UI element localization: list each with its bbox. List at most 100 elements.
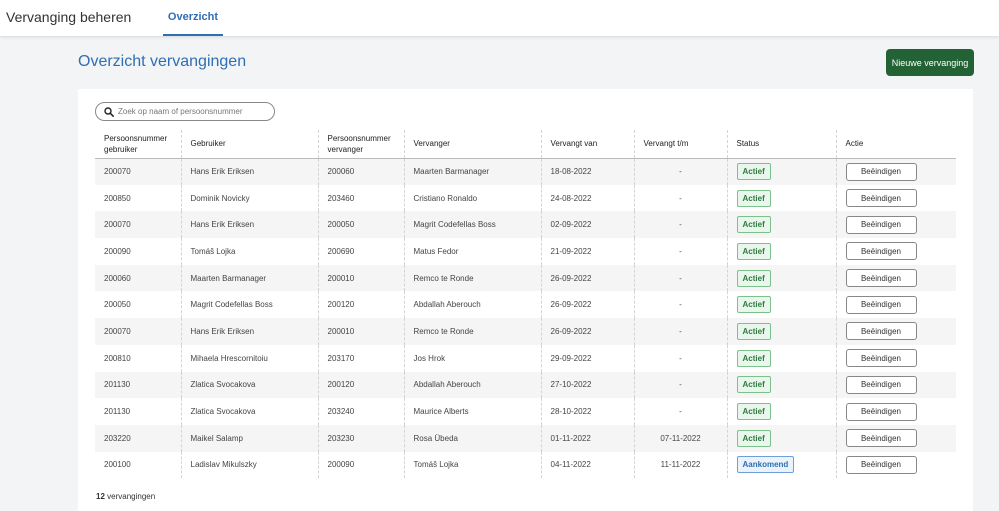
cell-status: Actief xyxy=(726,264,836,292)
cell-from: 26-09-2022 xyxy=(540,318,634,345)
cell-from: 21-09-2022 xyxy=(540,238,634,265)
column-header-user-number[interactable]: Persoonsnummer gebruiker xyxy=(95,130,181,159)
end-replacement-button[interactable]: Beëindigen xyxy=(845,375,917,394)
status-badge: Actief xyxy=(736,429,771,447)
end-replacement-button[interactable]: Beëindigen xyxy=(845,429,917,448)
end-replacement-button[interactable]: Beëindigen xyxy=(845,455,917,474)
table-row: 200100 Ladislav Mikulszky 200090 Tomáš Lojk… xyxy=(95,451,956,479)
cell-from: 02-09-2022 xyxy=(540,211,634,239)
cell-action: Beëindigen xyxy=(835,238,956,265)
cell-replacement: Maurice Alberts xyxy=(403,398,541,425)
result-count: 12 vervangingen xyxy=(96,492,155,501)
table-row: 200810 Mihaela Hrescornitoiu 203170 Jos Hro… xyxy=(95,344,956,372)
cell-user: Maarten Barmanager xyxy=(180,264,318,292)
table-row: 200050 Magrit Codefellas Boss 200120 Abdall… xyxy=(95,291,956,319)
search-input[interactable] xyxy=(118,105,268,118)
table-row: 200070 Hans Erik Eriksen 200060 Maarten Bar… xyxy=(95,158,956,185)
table-row: 200070 Hans Erik Eriksen 200010 Remco te Ro… xyxy=(95,318,956,345)
column-header-action: Actie xyxy=(835,130,956,159)
cell-user-number: 200090 xyxy=(104,246,131,256)
cell-action: Beëindigen xyxy=(835,344,956,372)
table-row: 201130 Zlatica Svocakova 200120 Abdallah Ab… xyxy=(95,371,956,399)
cell-action: Beëindigen xyxy=(835,451,956,479)
cell-from: 01-11-2022 xyxy=(540,424,634,452)
cell-user-number: 201130 xyxy=(95,371,181,399)
cell-status: Actief xyxy=(726,398,836,425)
column-header-until[interactable]: Vervangt t/m xyxy=(633,130,727,159)
cell-action: Beëindigen xyxy=(835,184,956,212)
top-bar: Vervanging beheren Overzicht xyxy=(0,0,999,36)
cell-until: - xyxy=(633,184,727,212)
table-row: 200090 Tomáš Lojka 200690 Matus Fedor 21-09-… xyxy=(95,238,956,265)
cell-from: 27-10-2022 xyxy=(540,371,634,399)
cell-action: Beëindigen xyxy=(835,158,956,185)
cell-user-number: 200050 xyxy=(104,300,131,310)
cell-replacement: Abdallah Aberouch xyxy=(403,291,541,319)
cell-replacement-number: 200060 xyxy=(317,158,404,185)
cell-replacement: Remco te Ronde xyxy=(403,318,541,345)
cell-user-number: 203220 xyxy=(95,424,181,452)
end-replacement-button[interactable]: Beëindigen xyxy=(845,349,917,368)
cell-replacement: Magrit Codefellas Boss xyxy=(403,211,541,239)
cell-user: Hans Erik Eriksen xyxy=(180,158,318,185)
cell-until: - xyxy=(633,238,727,265)
cell-replacement: Abdallah Aberouch xyxy=(403,371,541,399)
cell-status: Actief xyxy=(726,291,836,319)
cell-user-number: 200060 xyxy=(95,264,181,292)
cell-from: 29-09-2022 xyxy=(540,344,634,372)
cell-replacement-number: 200120 xyxy=(317,371,404,399)
status-badge: Actief xyxy=(736,376,771,394)
cell-action: Beëindigen xyxy=(835,291,956,319)
cell-until: - xyxy=(633,291,727,319)
status-badge: Actief xyxy=(736,322,771,340)
table-header-row: Persoonsnummer gebruiker Gebruiker Perso… xyxy=(95,130,956,159)
search-icon xyxy=(104,107,114,117)
end-replacement-button[interactable]: Beëindigen xyxy=(845,322,917,341)
cell-until: 07-11-2022 xyxy=(633,424,727,452)
cell-user: Maikel Salamp xyxy=(180,424,318,452)
end-replacement-button[interactable]: Beëindigen xyxy=(845,162,917,181)
cell-until: - xyxy=(633,264,727,292)
cell-user: Ladislav Mikulszky xyxy=(180,451,318,479)
result-count-number: 12 xyxy=(96,492,105,501)
cell-replacement-number: 200010 xyxy=(317,264,404,292)
end-replacement-button[interactable]: Beëindigen xyxy=(845,242,917,261)
cell-replacement: Rosa Übeda xyxy=(403,424,541,452)
cell-replacement: Matus Fedor xyxy=(403,238,541,265)
column-header-replacement[interactable]: Vervanger xyxy=(403,130,541,159)
table-row: 201130 Zlatica Svocakova 203240 Maurice Alb… xyxy=(95,398,956,425)
cell-user: Dominik Novicky xyxy=(180,184,318,212)
table-row: 200850 Dominik Novicky 203460 Cristiano Ron… xyxy=(95,184,956,212)
cell-replacement-number: 203230 xyxy=(317,424,404,452)
page-title: Overzicht vervangingen xyxy=(78,53,247,70)
cell-action: Beëindigen xyxy=(835,211,956,239)
column-header-user[interactable]: Gebruiker xyxy=(180,130,318,159)
column-header-status[interactable]: Status xyxy=(726,130,836,159)
end-replacement-button[interactable]: Beëindigen xyxy=(845,269,917,288)
end-replacement-button[interactable]: Beëindigen xyxy=(845,295,917,314)
cell-user: Zlatica Svocakova xyxy=(180,371,318,399)
column-header-replacement-number[interactable]: Persoonsnummer vervanger xyxy=(317,130,404,159)
new-replacement-button[interactable]: Nieuwe vervanging xyxy=(886,49,974,76)
end-replacement-button[interactable]: Beëindigen xyxy=(845,402,917,421)
cell-action: Beëindigen xyxy=(835,398,956,425)
cell-status: Actief xyxy=(726,344,836,372)
status-badge: Aankomend xyxy=(736,456,795,474)
cell-replacement: Cristiano Ronaldo xyxy=(403,184,541,212)
cell-status: Actief xyxy=(726,238,836,265)
status-badge: Actief xyxy=(736,163,771,181)
cell-user-number: 200070 xyxy=(95,318,181,345)
tab-overzicht[interactable]: Overzicht xyxy=(163,0,223,36)
end-replacement-button[interactable]: Beëindigen xyxy=(845,215,917,234)
cell-replacement: Jos Hrok xyxy=(403,344,541,372)
search-box[interactable] xyxy=(95,102,275,121)
end-replacement-button[interactable]: Beëindigen xyxy=(845,189,917,208)
cell-user-number: 200070 xyxy=(95,211,181,239)
status-badge: Actief xyxy=(736,216,771,234)
result-count-label: vervangingen xyxy=(107,492,156,501)
column-header-from[interactable]: Vervangt van xyxy=(540,130,634,159)
cell-from: 26-09-2022 xyxy=(540,264,634,292)
cell-action: Beëindigen xyxy=(835,264,956,292)
cell-user-number: 200850 xyxy=(104,193,131,203)
status-badge: Actief xyxy=(736,189,771,207)
